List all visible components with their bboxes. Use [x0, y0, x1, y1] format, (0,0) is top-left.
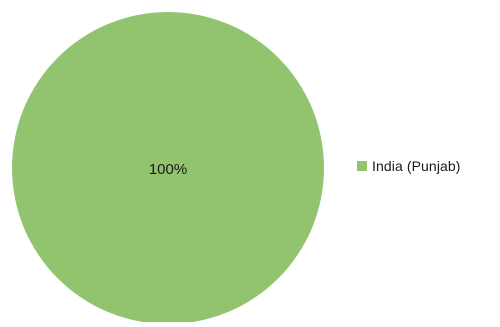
legend-label-india-punjab: India (Punjab) [372, 158, 461, 174]
data-label: 100% [149, 161, 187, 178]
legend-swatch-india-punjab [357, 161, 367, 171]
legend: India (Punjab) [357, 158, 461, 174]
pie-slice-india-punjab [12, 12, 324, 324]
